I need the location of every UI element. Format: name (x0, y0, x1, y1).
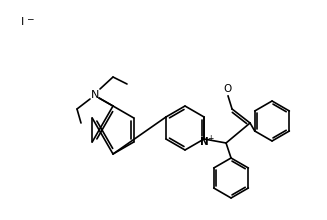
Text: O: O (223, 84, 231, 94)
Text: I: I (20, 17, 24, 27)
Text: N: N (200, 137, 208, 147)
Text: −: − (26, 15, 34, 24)
Text: +: + (207, 134, 213, 143)
Text: N: N (91, 90, 99, 100)
